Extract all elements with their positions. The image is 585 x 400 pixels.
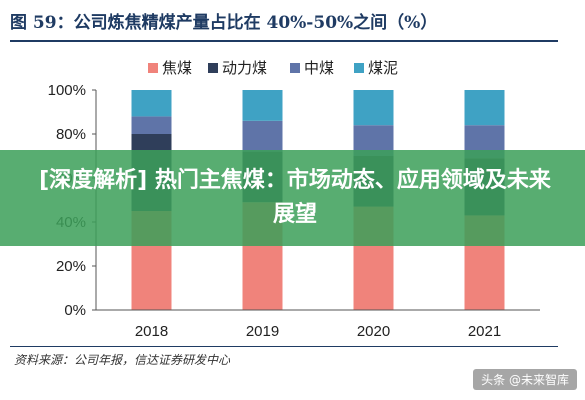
footer-divider [10,346,558,347]
x-axis: 2018 2019 2020 2021 [96,309,540,340]
x-tick-label: 2020 [357,323,390,340]
bar-segment [242,120,283,152]
legend-label: 焦煤 [162,60,192,77]
legend: 焦煤 动力煤 中煤 煤泥 [148,60,398,77]
legend-label: 煤泥 [368,60,398,77]
legend-swatch [354,63,364,73]
figure-title: 图 59：公司炼焦精煤产量占比在 40%-50%之间（%） [10,13,438,33]
bar-segment [131,90,172,117]
headline-text[interactable]: [深度解析] 热门主焦煤：市场动态、应用领域及未来展望 [39,168,551,227]
legend-swatch [148,63,158,73]
x-tick-label: 2021 [468,323,501,340]
source-note: 资料来源：公司年报，信达证券研发中心 [14,353,231,367]
bar-segment [353,90,394,126]
bar-segment [131,116,172,134]
y-tick-label: 20% [56,258,86,275]
legend-label: 动力煤 [222,60,267,77]
y-tick-label: 80% [56,126,86,143]
headline-banner[interactable]: [深度解析] 热门主焦煤：市场动态、应用领域及未来展望 [0,150,585,246]
legend-swatch [208,63,218,73]
y-tick-label: 100% [48,82,86,99]
title-divider [10,40,558,42]
x-tick-label: 2019 [246,323,279,340]
x-tick-label: 2018 [135,323,168,340]
legend-swatch [290,63,300,73]
bar-segment [464,90,505,126]
watermark: 头条 @未来智库 [473,369,577,390]
bar-segment [242,90,283,121]
legend-label: 中煤 [304,60,334,77]
y-tick-label: 0% [64,302,86,319]
